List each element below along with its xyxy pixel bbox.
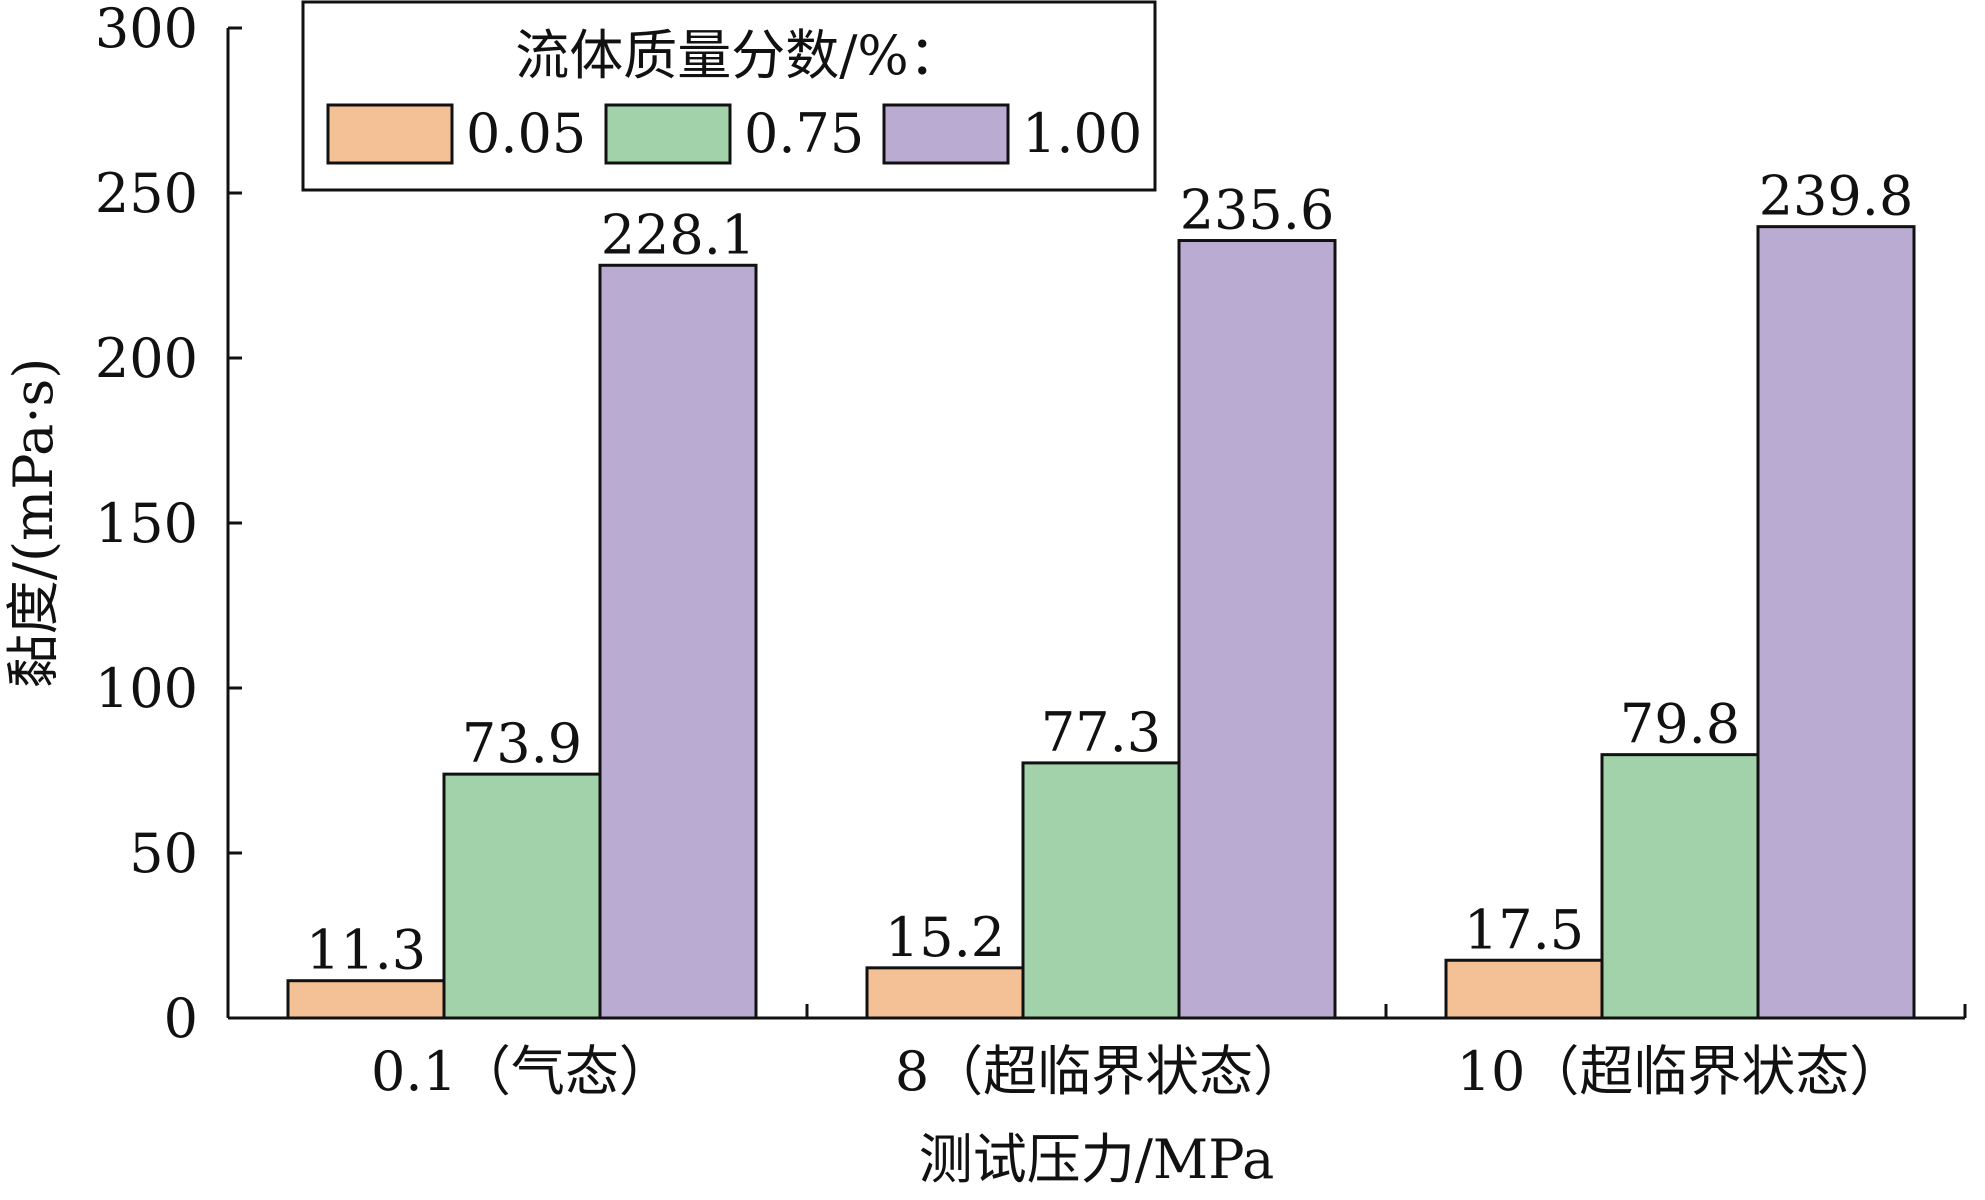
y-tick-label: 100 xyxy=(95,657,198,720)
data-label: 15.2 xyxy=(885,906,1005,969)
x-tick-label: 0.1（气态） xyxy=(371,1040,673,1103)
legend-title: 流体质量分数/%： xyxy=(515,24,963,87)
plot-area: 0 50 100 150 200 250 300 11.3 73.9 228.1 0.1（气态） 15… xyxy=(95,0,1967,1103)
legend: 流体质量分数/%： 0.05 0.75 1.00 xyxy=(301,0,1157,192)
data-label: 73.9 xyxy=(462,712,582,775)
y-axis-title: 黏度/(mPa·s) xyxy=(2,358,65,689)
y-tick-label: 0 xyxy=(164,987,198,1050)
bar xyxy=(286,979,446,1020)
data-label: 17.5 xyxy=(1464,898,1584,961)
y-tick-label: 50 xyxy=(129,822,198,885)
bar xyxy=(598,263,758,1020)
bar xyxy=(1444,958,1604,1020)
legend-label: 0.75 xyxy=(744,102,864,165)
legend-label: 1.00 xyxy=(1022,102,1142,165)
bar xyxy=(1756,225,1916,1020)
legend-swatch xyxy=(326,103,454,165)
legend-label: 0.05 xyxy=(466,102,586,165)
x-tick-label: 10（超临界状态） xyxy=(1457,1040,1904,1103)
y-tick-label: 300 xyxy=(95,0,198,60)
data-label: 79.8 xyxy=(1620,693,1740,756)
data-label: 77.3 xyxy=(1041,701,1161,764)
data-label: 11.3 xyxy=(306,919,426,982)
x-axis-title: 测试压力/MPa xyxy=(919,1128,1275,1191)
bar xyxy=(1600,753,1760,1020)
legend-swatch xyxy=(882,103,1010,165)
data-label: 228.1 xyxy=(601,203,756,266)
legend-swatch xyxy=(604,103,732,165)
x-tick-label: 8（超临界状态） xyxy=(895,1040,1307,1103)
data-label: 235.6 xyxy=(1180,179,1335,242)
bar xyxy=(1177,239,1337,1020)
y-tick-label: 250 xyxy=(95,162,198,225)
y-tick-label: 150 xyxy=(95,492,198,555)
data-label: 239.8 xyxy=(1759,165,1914,228)
y-tick-label: 200 xyxy=(95,327,198,390)
bar xyxy=(442,772,602,1020)
bar xyxy=(1021,761,1181,1020)
bar xyxy=(865,966,1025,1020)
